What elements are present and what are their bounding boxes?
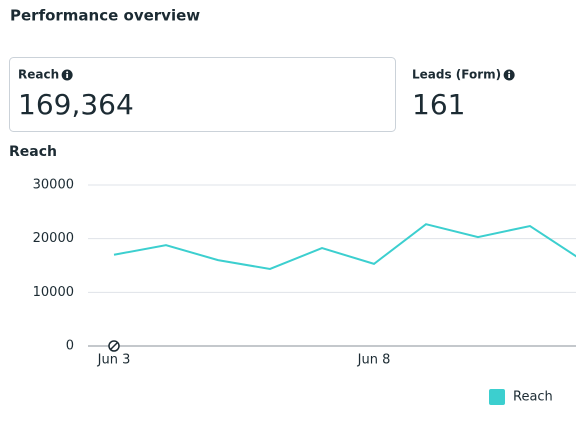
- metric-label: Reach: [18, 68, 59, 82]
- y-tick-label: 0: [66, 339, 74, 354]
- info-icon-mark: [508, 74, 511, 78]
- legend-swatch: [489, 389, 505, 405]
- legend: Reach: [489, 389, 553, 405]
- info-icon-mark: [66, 74, 69, 78]
- annotation-icon-slash: [110, 342, 118, 350]
- x-tick-label: Jun 8: [357, 353, 391, 368]
- line: [113, 223, 576, 271]
- metric-value: 161: [412, 88, 465, 121]
- page-title: Performance overview: [10, 7, 200, 25]
- info-icon-dot: [66, 71, 69, 74]
- metric-value: 169,364: [18, 88, 134, 121]
- plot-area: [113, 223, 576, 271]
- info-icon-dot: [508, 71, 511, 74]
- chart-title: Reach: [9, 144, 57, 160]
- legend-label: Reach: [513, 390, 553, 405]
- y-tick-label: 20000: [33, 231, 74, 246]
- x-tick-label: Jun 3: [97, 353, 131, 368]
- y-tick-label: 30000: [33, 178, 74, 193]
- metric-card[interactable]: [9, 57, 396, 132]
- metric-label: Leads (Form): [412, 68, 501, 82]
- y-tick-label: 10000: [33, 285, 74, 300]
